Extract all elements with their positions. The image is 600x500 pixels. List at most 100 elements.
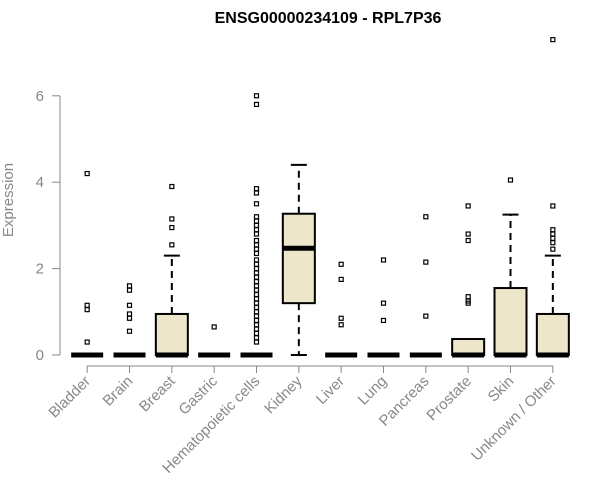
chart-title: ENSG00000234109 - RPL7P36 (215, 10, 442, 27)
y-tick-label: 4 (36, 174, 44, 191)
outlier-point (126, 302, 133, 308)
outlier-point (507, 177, 514, 183)
outlier-point (465, 300, 471, 306)
outlier-point (253, 274, 260, 280)
outlier-point (84, 170, 90, 177)
outlier-point (253, 201, 260, 207)
box-unknown-other (535, 37, 570, 358)
box-prostate (451, 203, 486, 358)
box-brain (113, 283, 146, 358)
outlier-point (550, 227, 556, 233)
outlier-point (126, 287, 133, 293)
outlier-point (253, 317, 260, 324)
outlier-point (84, 339, 90, 345)
outlier-point (550, 231, 556, 237)
outlier-point (126, 283, 133, 289)
outlier-point (253, 326, 260, 332)
outlier-point (253, 304, 260, 311)
outlier-point (550, 235, 556, 241)
outlier-point (253, 283, 260, 289)
box-liver (325, 261, 358, 358)
outlier-point (169, 183, 175, 190)
outlier-point (253, 250, 260, 257)
outlier-point (84, 302, 90, 308)
outlier-point (465, 294, 471, 300)
outlier-point (338, 276, 344, 282)
box-skin (493, 177, 528, 358)
outlier-point (211, 324, 217, 330)
outlier-point (423, 214, 429, 220)
outlier-point (253, 339, 260, 345)
outlier-point (253, 270, 260, 276)
outlier-point (338, 261, 344, 267)
outlier-point (253, 278, 260, 285)
outlier-point (253, 313, 260, 319)
outlier-point (126, 315, 133, 321)
iqr-box (154, 312, 189, 356)
y-axis: 0 2 4 6 (36, 88, 61, 364)
outlier-point (253, 335, 260, 341)
outlier-point (169, 242, 175, 248)
x-tick-label: Lung (355, 373, 391, 409)
outlier-point (253, 266, 260, 272)
y-tick-label: 0 (36, 347, 44, 364)
y-tick-label: 2 (36, 261, 44, 278)
box-hematopoietic-cells (240, 93, 273, 358)
outlier-point (465, 231, 471, 237)
x-tick-label: Breast (136, 372, 179, 415)
x-tick-label: Kidney (261, 372, 306, 417)
outlier-point (253, 309, 260, 315)
outlier-point (253, 246, 260, 252)
x-tick-label: Prostate (423, 373, 475, 425)
outlier-point (253, 186, 260, 192)
outlier-point (253, 330, 260, 336)
box-pancreas (409, 214, 442, 358)
outlier-point (253, 322, 260, 328)
outlier-point (253, 237, 260, 244)
outlier-point (253, 261, 260, 267)
box-lung (367, 257, 400, 358)
outlier-point (126, 311, 133, 317)
x-tick-label: Liver (313, 373, 348, 408)
outlier-point (253, 242, 260, 248)
outlier-point (253, 222, 260, 228)
outlier-point (550, 203, 556, 209)
outlier-point (423, 259, 429, 265)
outlier-point (253, 300, 260, 306)
outlier-point (84, 307, 90, 313)
outlier-point (253, 231, 260, 237)
plot-area (71, 37, 570, 358)
x-tick-label: Skin (485, 373, 518, 406)
outlier-point (253, 218, 260, 224)
outlier-point (423, 313, 429, 319)
outlier-point (550, 240, 556, 246)
iqr-box (281, 212, 316, 305)
outlier-point (253, 214, 260, 220)
outlier-point (380, 317, 387, 324)
outlier-point (253, 93, 260, 99)
box-gastric (198, 324, 231, 358)
outlier-point (465, 203, 471, 209)
outlier-point (253, 190, 260, 196)
iqr-box (493, 287, 528, 357)
outlier-point (338, 315, 344, 321)
x-tick-label: Bladder (45, 373, 94, 422)
outlier-point (253, 291, 260, 298)
box-breast (154, 183, 189, 358)
box-bladder (71, 170, 104, 358)
outlier-point (169, 224, 175, 231)
outlier-point (380, 300, 387, 306)
outlier-point (253, 296, 260, 302)
outlier-point (253, 101, 260, 108)
outlier-point (380, 257, 387, 263)
y-axis-label: Expression (0, 163, 17, 237)
y-tick-label: 6 (36, 88, 44, 105)
outlier-point (550, 37, 556, 43)
outlier-point (465, 237, 471, 244)
outlier-point (338, 322, 344, 328)
iqr-box (535, 312, 570, 356)
x-tick-label: Brain (100, 373, 137, 410)
outlier-point (253, 257, 260, 263)
